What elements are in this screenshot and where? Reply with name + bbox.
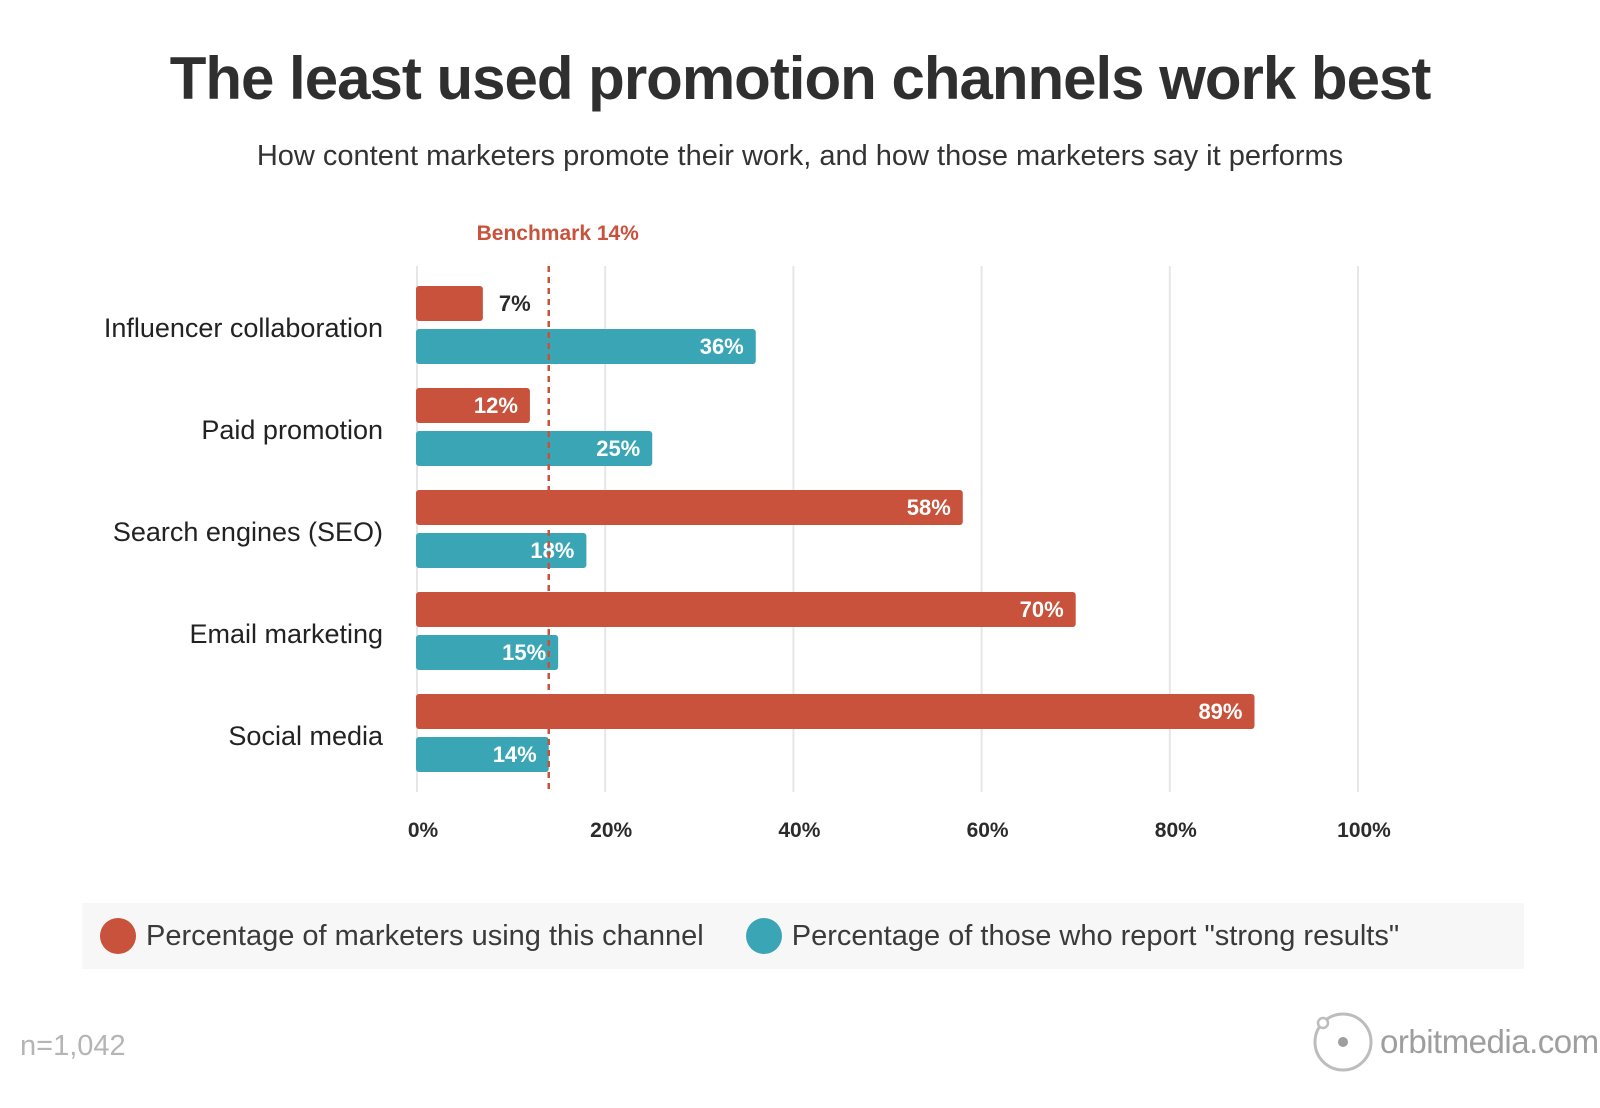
x-tick-label: 20% bbox=[590, 819, 632, 842]
data-label: 25% bbox=[596, 436, 640, 461]
data-label: 12% bbox=[474, 393, 518, 418]
x-tick-label: 40% bbox=[778, 819, 820, 842]
legend-label-results: Percentage of those who report "strong r… bbox=[791, 919, 1400, 952]
bar-usage bbox=[416, 286, 483, 321]
bar-usage bbox=[416, 694, 1255, 729]
legend-swatch-results bbox=[745, 918, 782, 954]
bar-results bbox=[416, 431, 653, 466]
data-label: 58% bbox=[907, 495, 951, 520]
data-label: 7% bbox=[499, 291, 531, 316]
legend-label-usage: Percentage of marketers using this chann… bbox=[146, 919, 704, 952]
bar-results bbox=[416, 737, 549, 772]
brand-name: orbitmedia.com bbox=[1380, 1023, 1599, 1060]
benchmark-label: Benchmark 14% bbox=[477, 222, 640, 245]
data-label: 70% bbox=[1020, 597, 1064, 622]
x-tick-label: 60% bbox=[967, 819, 1009, 842]
bar-usage bbox=[416, 490, 963, 525]
data-label: 14% bbox=[493, 742, 537, 767]
category-label: Social media bbox=[228, 721, 384, 751]
bar-results bbox=[416, 533, 587, 568]
brand-logo: orbitmedia.com bbox=[1312, 1011, 1599, 1073]
legend-swatch-usage bbox=[100, 918, 136, 954]
bar-usage bbox=[416, 592, 1076, 627]
x-tick-label: 0% bbox=[408, 819, 439, 842]
category-label: Email marketing bbox=[189, 619, 383, 649]
legend-item-results: Percentage of those who report "strong r… bbox=[745, 918, 1400, 954]
bar-chart: 0% 20% 40% 60% 80% 100% Influencer collaborati… bbox=[104, 222, 1391, 842]
data-label: 18% bbox=[530, 538, 574, 563]
chart-title: The least used promotion channels work b… bbox=[169, 45, 1432, 112]
category-label: Search engines (SEO) bbox=[113, 517, 383, 547]
data-label: 89% bbox=[1198, 699, 1242, 724]
bar-results bbox=[416, 329, 756, 364]
data-label: 15% bbox=[502, 640, 546, 665]
chart-subtitle: How content marketers promote their work… bbox=[256, 140, 1344, 172]
orbit-logo-icon bbox=[1313, 1012, 1373, 1072]
legend-item-usage: Percentage of marketers using this chann… bbox=[100, 918, 704, 954]
chart-legend: Percentage of marketers using this chann… bbox=[82, 903, 1524, 969]
x-tick-label: 100% bbox=[1337, 819, 1391, 842]
sample-size-note: n=1,042 bbox=[20, 1030, 126, 1062]
bar-results bbox=[416, 635, 559, 670]
category-label: Influencer collaboration bbox=[104, 313, 383, 343]
category-label: Paid promotion bbox=[201, 415, 383, 445]
bar-usage bbox=[416, 388, 530, 423]
data-label: 36% bbox=[700, 334, 744, 359]
x-tick-label: 80% bbox=[1155, 819, 1197, 842]
